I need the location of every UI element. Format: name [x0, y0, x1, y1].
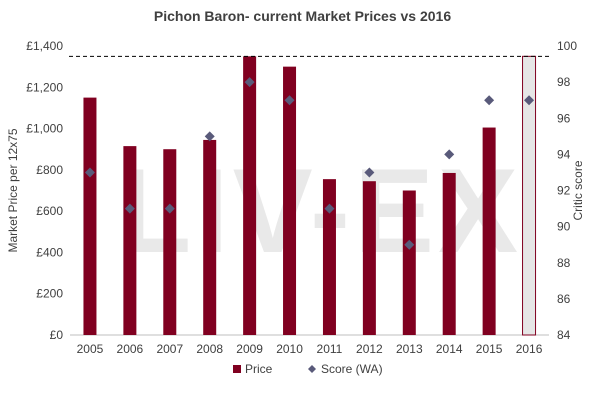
- legend-price-label: Price: [245, 362, 273, 376]
- y-tick-label: £600: [36, 204, 63, 218]
- score-marker-2006: [124, 203, 135, 214]
- y2-tick-label: 100: [557, 39, 577, 53]
- y2-tick-label: 96: [557, 111, 571, 125]
- x-tick-label: 2007: [156, 342, 183, 356]
- score-marker-2008: [204, 131, 215, 142]
- y2-tick-label: 88: [557, 256, 571, 270]
- y2-tick-label: 86: [557, 292, 571, 306]
- price-bar-2007: [163, 149, 177, 335]
- price-bar-2016: [522, 55, 537, 336]
- x-tick-label: 2013: [396, 342, 423, 356]
- price-bar-2006: [123, 146, 137, 335]
- price-bar-2012: [362, 181, 376, 335]
- x-tick-label: 2009: [236, 342, 263, 356]
- y-tick-label: £0: [50, 328, 64, 342]
- x-tick-label: 2005: [77, 342, 104, 356]
- score-marker-2009: [244, 77, 255, 88]
- score-marker-2012: [364, 167, 375, 178]
- y-tick-label: £1,200: [26, 80, 63, 94]
- y-axis-title: Market Price per 12x75: [6, 128, 20, 252]
- y2-tick-label: 84: [557, 328, 571, 342]
- x-tick-label: 2010: [276, 342, 303, 356]
- y2-tick-label: 94: [557, 147, 571, 161]
- score-marker-2005: [84, 167, 95, 178]
- x-tick-label: 2016: [516, 342, 543, 356]
- y2-axis-title: Critic score: [571, 160, 585, 220]
- price-bar-2013: [402, 190, 416, 335]
- x-tick-label: 2011: [317, 342, 343, 356]
- price-bar-2008: [203, 139, 217, 335]
- y2-tick-label: 98: [557, 75, 571, 89]
- price-bar-2010: [283, 66, 297, 336]
- x-tick-label: 2014: [436, 342, 463, 356]
- y-tick-label: £800: [36, 163, 63, 177]
- y2-tick-label: 92: [557, 184, 571, 198]
- score-marker-2013: [404, 239, 415, 250]
- score-marker-2016: [524, 95, 535, 106]
- x-tick-label: 2012: [356, 342, 383, 356]
- y-tick-label: £400: [36, 245, 63, 259]
- price-bar-2015: [482, 127, 496, 336]
- watermark: LIV-EX: [118, 144, 522, 278]
- x-tick-label: 2015: [476, 342, 503, 356]
- score-marker-2011: [324, 203, 335, 214]
- score-marker-2010: [284, 95, 295, 106]
- price-bar-2005: [83, 97, 97, 335]
- legend-price-swatch: [233, 365, 241, 373]
- y-tick-label: £1,400: [26, 39, 63, 53]
- x-tick-label: 2008: [196, 342, 223, 356]
- price-bar-2014: [442, 172, 456, 335]
- legend-score-swatch: [308, 365, 316, 373]
- y2-tick-label: 90: [557, 220, 571, 234]
- score-marker-2015: [484, 95, 495, 106]
- y-tick-label: £1,000: [26, 122, 63, 136]
- chart-title: Pichon Baron- current Market Prices vs 2…: [153, 8, 452, 24]
- price-bar-2009: [243, 56, 257, 335]
- score-marker-2007: [164, 203, 175, 214]
- x-tick-label: 2006: [117, 342, 144, 356]
- price-bar-2011: [322, 179, 336, 335]
- y-tick-label: £200: [36, 287, 63, 301]
- legend-score-label: Score (WA): [321, 362, 383, 376]
- score-marker-2014: [444, 149, 455, 160]
